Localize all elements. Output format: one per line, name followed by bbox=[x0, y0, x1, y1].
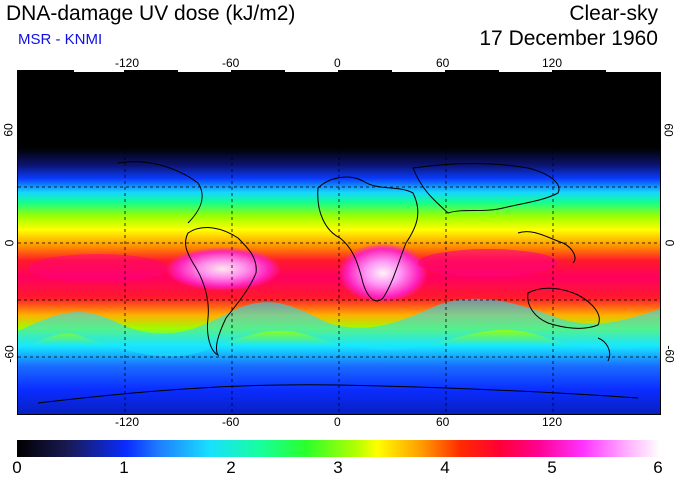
colorbar-label: 4 bbox=[440, 458, 450, 477]
uv-dose-map bbox=[17, 72, 661, 415]
colorbar-label: 5 bbox=[547, 458, 557, 477]
right-lat-tick: 0 bbox=[662, 239, 677, 247]
bottom-lon-tick: -120 bbox=[115, 415, 140, 429]
left-lat-tick: -60 bbox=[2, 345, 17, 363]
source-label: MSR - KNMI bbox=[18, 31, 103, 48]
top-lon-tick: -60 bbox=[222, 56, 240, 70]
colorbar-label: 6 bbox=[653, 458, 663, 477]
top-lon-tick: 120 bbox=[542, 56, 563, 70]
sky-condition: Clear-sky bbox=[569, 2, 658, 25]
top-lon-tick: 60 bbox=[436, 56, 450, 70]
bottom-lon-tick: 60 bbox=[436, 415, 450, 429]
top-lon-tick: -120 bbox=[115, 56, 140, 70]
uv-field bbox=[18, 73, 660, 414]
color-scale-bar bbox=[17, 440, 660, 457]
bottom-lon-tick: -60 bbox=[222, 415, 240, 429]
colorbar-label: 1 bbox=[119, 458, 129, 477]
colorbar-label: 3 bbox=[333, 458, 343, 477]
top-lon-tick: 0 bbox=[334, 56, 341, 70]
left-lat-tick: 0 bbox=[2, 239, 17, 247]
left-lat-tick: 60 bbox=[1, 123, 16, 137]
bottom-lon-tick: 0 bbox=[334, 415, 341, 429]
date-label: 17 December 1960 bbox=[479, 27, 658, 50]
colorbar-label: 2 bbox=[226, 458, 236, 477]
colorbar-label: 0 bbox=[12, 458, 22, 477]
right-lat-tick: 60 bbox=[661, 123, 676, 137]
bottom-lon-tick: 120 bbox=[542, 415, 563, 429]
top-axis-frame bbox=[17, 70, 606, 72]
chart-title: DNA-damage UV dose (kJ/m2) bbox=[6, 2, 296, 25]
right-lat-tick: -60 bbox=[662, 345, 677, 363]
